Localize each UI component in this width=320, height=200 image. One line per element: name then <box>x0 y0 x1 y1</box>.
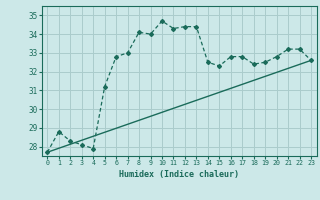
X-axis label: Humidex (Indice chaleur): Humidex (Indice chaleur) <box>119 170 239 179</box>
